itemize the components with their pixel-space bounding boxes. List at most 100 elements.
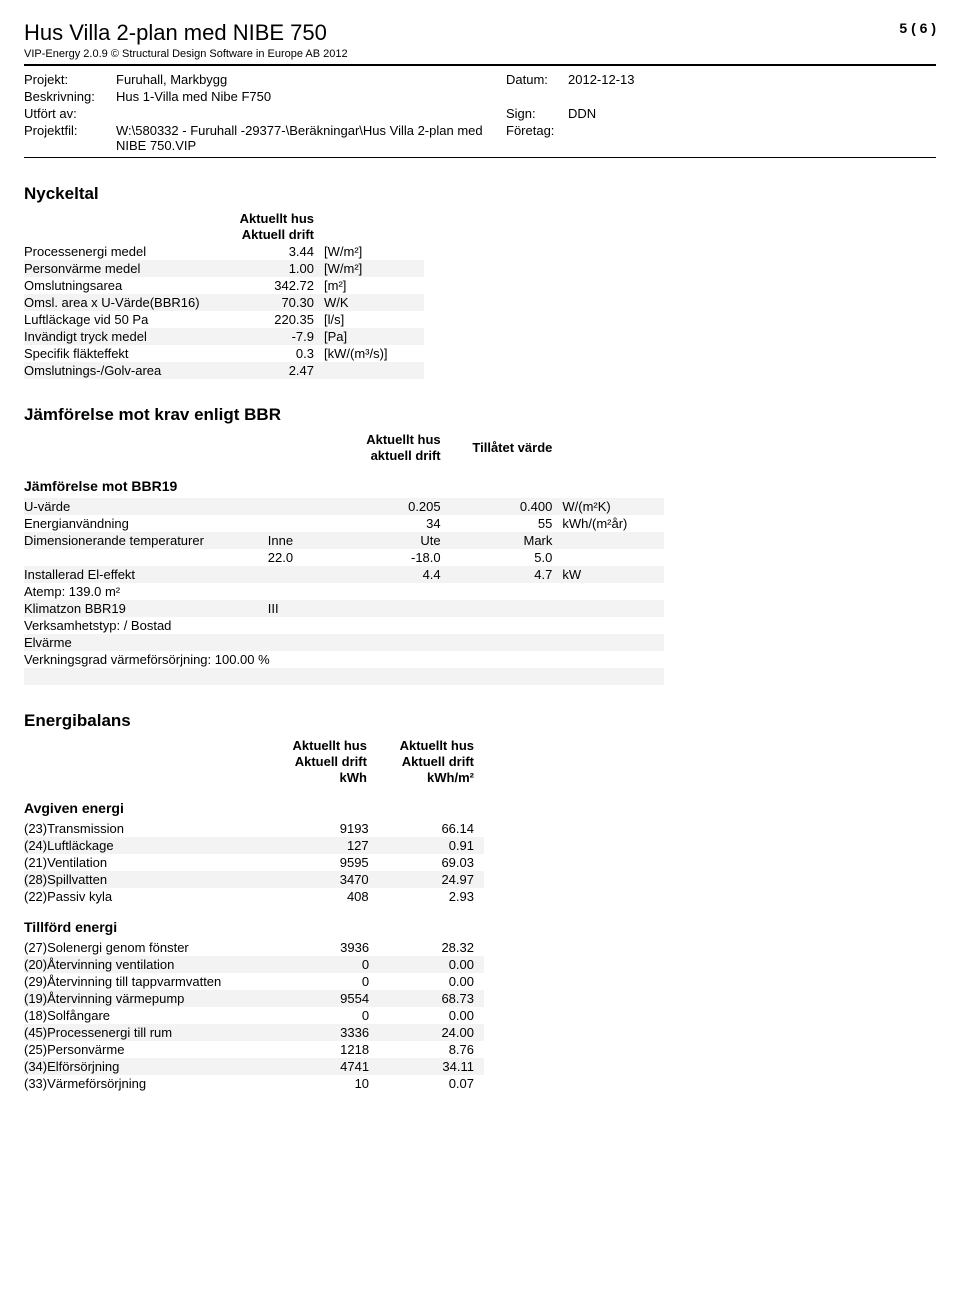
row-label: Omslutningsarea (24, 277, 234, 294)
row-val (324, 362, 424, 379)
row-val: 0.00 (379, 956, 484, 973)
row-label: (21)Ventilation (24, 854, 274, 871)
row-val: 0.07 (379, 1075, 484, 1092)
row-val: Inne (268, 532, 339, 549)
meta-label: Företag: (506, 123, 568, 153)
row-label: (18)Solfångare (24, 1007, 274, 1024)
row-label: Verkningsgrad värmeförsörjning: 100.00 % (24, 651, 664, 668)
row-val: 9554 (274, 990, 379, 1007)
row-val: 55 (451, 515, 563, 532)
col-head: Aktuell drift (402, 754, 474, 769)
row-label: (24)Luftläckage (24, 837, 274, 854)
section-bbr-title: Jämförelse mot krav enligt BBR (24, 405, 936, 425)
row-val: [Pa] (324, 328, 424, 345)
row-label: Omsl. area x U-Värde(BBR16) (24, 294, 234, 311)
nyckeltal-rows: Processenergi medel3.44[W/m²]Personvärme… (24, 243, 424, 379)
row-label: Klimatzon BBR19 (24, 600, 268, 617)
section-energibalans-title: Energibalans (24, 711, 936, 731)
row-val: 1218 (274, 1041, 379, 1058)
row-val: 1.00 (234, 260, 324, 277)
row-val: 2.93 (379, 888, 484, 905)
row-label: Specifik fläkteffekt (24, 345, 234, 362)
row-val: 408 (274, 888, 379, 905)
row-val: Mark (451, 532, 563, 549)
row-val: 220.35 (234, 311, 324, 328)
row-val: 3470 (274, 871, 379, 888)
row-val: 34.11 (379, 1058, 484, 1075)
row-val: 2.47 (234, 362, 324, 379)
page-number: 5 ( 6 ) (899, 20, 936, 36)
row-val: 4.4 (339, 566, 451, 583)
divider (24, 64, 936, 66)
row-label: (45)Processenergi till rum (24, 1024, 274, 1041)
meta-value: Furuhall, Markbygg (116, 72, 506, 87)
bbr-rows: U-värde 0.205 0.400 W/(m²K) Energianvänd… (24, 498, 664, 685)
row-val: 28.32 (379, 939, 484, 956)
row-unit: kW (562, 566, 664, 583)
nyckeltal-table: Aktuellt hus Aktuell drift (24, 210, 424, 243)
col-head: Aktuellt hus (240, 211, 314, 226)
meta-label: Projektfil: (24, 123, 116, 153)
row-label: U-värde (24, 498, 268, 515)
row-val: 0 (274, 973, 379, 990)
meta-label: Projekt: (24, 72, 116, 87)
meta-label: Sign: (506, 106, 568, 121)
row-val: 0 (274, 956, 379, 973)
meta-label: Utfört av: (24, 106, 116, 121)
energibalans-header: Aktuellt hus Aktuell drift kWh Aktuellt … (24, 737, 484, 786)
row-label: Energianvändning (24, 515, 268, 532)
row-val: 5.0 (451, 549, 563, 566)
row-label: Invändigt tryck medel (24, 328, 234, 345)
section-nyckeltal-title: Nyckeltal (24, 184, 936, 204)
doc-title: Hus Villa 2-plan med NIBE 750 (24, 20, 348, 46)
row-val: 69.03 (379, 854, 484, 871)
bbr-subhead: Jämförelse mot BBR19 (24, 478, 936, 494)
row-label: (25)Personvärme (24, 1041, 274, 1058)
divider (24, 157, 936, 158)
row-val: 66.14 (379, 820, 484, 837)
row-label: Omslutnings-/Golv-area (24, 362, 234, 379)
header-row: Hus Villa 2-plan med NIBE 750 VIP-Energy… (24, 20, 936, 60)
row-val: 0.400 (451, 498, 563, 515)
row-val: 4.7 (451, 566, 563, 583)
row-val: [W/m²] (324, 260, 424, 277)
row-val: 0.3 (234, 345, 324, 362)
tillford-head: Tillförd energi (24, 919, 936, 935)
row-label: (22)Passiv kyla (24, 888, 274, 905)
bbr-table: Aktuellt hus aktuell drift Tillåtet värd… (24, 431, 664, 464)
row-val: 127 (274, 837, 379, 854)
row-val: 22.0 (268, 549, 339, 566)
row-label: (34)Elförsörjning (24, 1058, 274, 1075)
row-val: -7.9 (234, 328, 324, 345)
col-head: Tillåtet värde (472, 440, 552, 455)
row-label: Personvärme medel (24, 260, 234, 277)
row-val: 342.72 (234, 277, 324, 294)
meta-value: W:\580332 - Furuhall -29377-\Beräkningar… (116, 123, 506, 153)
row-label: Elvärme (24, 634, 664, 651)
row-label: Verksamhetstyp: / Bostad (24, 617, 664, 634)
row-label: Processenergi medel (24, 243, 234, 260)
meta-label: Datum: (506, 72, 568, 87)
row-label: (19)Återvinning värmepump (24, 990, 274, 1007)
row-val: Ute (339, 532, 451, 549)
row-label: (33)Värmeförsörjning (24, 1075, 274, 1092)
row-val: 10 (274, 1075, 379, 1092)
meta-value: 2012-12-13 (568, 72, 936, 87)
row-val: 3936 (274, 939, 379, 956)
row-val: -18.0 (339, 549, 451, 566)
row-label: (23)Transmission (24, 820, 274, 837)
row-val: 0.205 (339, 498, 451, 515)
row-val: 0.00 (379, 1007, 484, 1024)
col-head: Aktuellt hus (293, 738, 367, 753)
row-val: 68.73 (379, 990, 484, 1007)
row-label: (20)Återvinning ventilation (24, 956, 274, 973)
doc-subtitle: VIP-Energy 2.0.9 © Structural Design Sof… (24, 48, 348, 60)
col-head: Aktuell drift (242, 227, 314, 242)
row-label: Atemp: 139.0 m² (24, 583, 664, 600)
row-val: 3336 (274, 1024, 379, 1041)
row-val: [kW/(m³/s)] (324, 345, 424, 362)
row-val: W/K (324, 294, 424, 311)
col-head: kWh (339, 770, 366, 785)
row-val: 0 (274, 1007, 379, 1024)
row-label: (29)Återvinning till tappvarmvatten (24, 973, 274, 990)
